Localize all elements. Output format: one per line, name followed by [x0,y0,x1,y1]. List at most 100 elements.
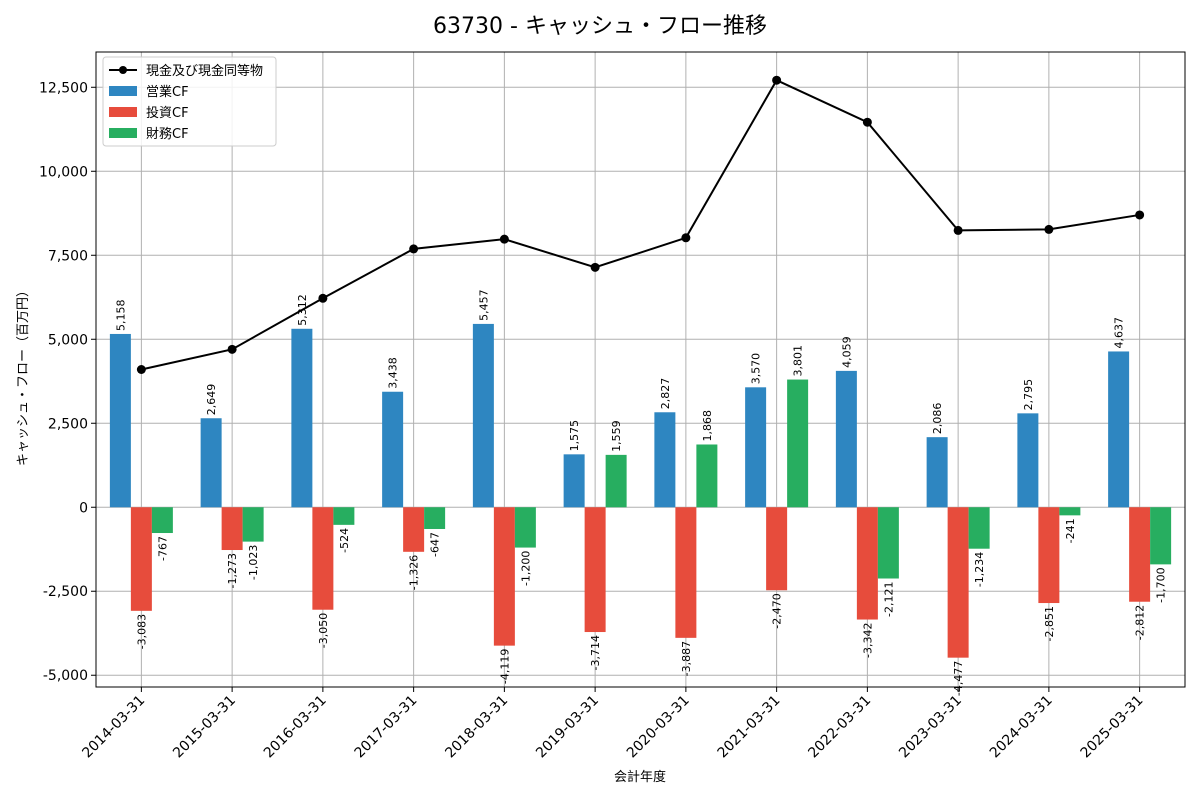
data-label: 4,637 [1113,317,1126,349]
bar [877,507,899,579]
bar [766,507,788,591]
data-label: 3,438 [387,357,400,389]
data-label: 5,158 [114,299,127,331]
bar [514,507,536,548]
legend-box [102,56,277,147]
x-tick-label: 2015-03-31 [170,693,239,762]
bar [109,333,131,508]
x-tick-label: 2022-03-31 [805,693,874,762]
bar [151,507,173,534]
legend-swatch [109,107,137,117]
data-labels: 5,158 2,649 5,312 3,438 5,457 1,575 2,827 3,570… [114,289,1167,696]
chart-title: 63730 - キャッシュ・フロー推移 [433,14,767,39]
bar [1150,507,1172,565]
cash-line-point [136,365,146,374]
bar [654,412,676,508]
data-label: 3,570 [750,353,763,385]
data-label: -647 [429,532,442,557]
x-tick-label: 2018-03-31 [442,693,511,762]
legend-label: 財務CF [146,127,189,142]
data-label: 1,868 [701,410,714,442]
data-label: -2,121 [882,582,895,617]
data-label: -1,023 [247,545,260,580]
data-label: -1,700 [1155,567,1168,602]
cash-line-point [227,344,237,354]
x-tick-label: 2019-03-31 [533,693,602,762]
cash-line-point [953,225,963,235]
y-tick-label: 12,500 [39,80,88,96]
legend-label: 現金及び現金同等物 [146,63,263,79]
bar [584,507,606,633]
x-tick-label: 2017-03-31 [352,693,421,762]
bar [563,454,585,508]
data-label: 2,086 [931,403,944,435]
bar [424,507,446,529]
x-tick-label: 2021-03-31 [715,693,784,762]
cash-line-point [772,75,782,85]
x-tick-label: 2016-03-31 [261,693,330,762]
data-label: -1,326 [408,555,421,590]
y-tick-label: 2,500 [48,416,88,432]
bar [382,391,404,508]
data-label: -3,887 [680,641,693,676]
data-label: -4,119 [498,649,511,684]
bar [835,370,857,508]
y-tick-label: -2,500 [43,584,88,600]
cash-line-point [681,233,691,243]
data-label: -2,470 [771,593,784,628]
cash-line-point [590,262,600,272]
cash-line-path [141,78,1140,371]
cash-line-point [409,244,419,254]
x-tick-label: 2025-03-31 [1078,693,1147,762]
data-label: -2,812 [1134,605,1147,640]
data-label: 1,559 [610,420,623,452]
plot-frame [95,51,1186,688]
bar [968,507,990,549]
x-tick-label: 2023-03-31 [896,693,965,762]
legend-swatch [109,128,137,138]
bar [856,507,878,620]
data-label: -3,050 [317,613,330,648]
data-label: 2,649 [205,384,218,416]
x-axis-ticks: 2014-03-31 2015-03-31 2016-03-31 2017-03-31… [79,687,1146,761]
x-tick-label: 2024-03-31 [987,693,1056,762]
cash-line-point [862,117,872,127]
x-axis-label: 会計年度 [614,769,666,785]
data-label: 5,312 [296,294,309,326]
data-label: 2,795 [1022,379,1035,411]
x-tick-label: 2020-03-31 [624,693,693,762]
data-label: -3,083 [135,614,148,649]
y-tick-label: -5,000 [43,668,88,684]
data-label: -3,342 [861,623,874,658]
data-label: 5,457 [477,289,490,321]
data-label: 3,801 [792,345,805,377]
data-label: -1,273 [226,553,239,588]
bar [333,507,355,525]
legend-label: 営業CF [146,84,189,100]
bar [696,444,718,508]
bar [947,507,969,658]
cash-line-point [499,234,509,244]
x-tick-label: 2014-03-31 [79,693,148,762]
data-label: -1,200 [519,551,532,586]
bar [1129,507,1151,602]
data-label: 2,827 [659,378,672,410]
y-tick-label: 5,000 [48,332,88,348]
bar [926,437,948,508]
data-label: -524 [338,528,351,553]
y-axis-ticks: -5,000 -2,500 0 2,500 5,000 7,500 10,000 12,500 [39,80,96,684]
bar [493,507,515,646]
bar [200,418,222,508]
data-label: 1,575 [568,420,581,452]
cash-line-point [318,293,328,303]
cash-line-point [1135,210,1145,220]
bar [605,454,627,508]
bar [1038,507,1060,604]
bar [472,323,494,508]
bars [109,323,1172,658]
bar [1017,413,1039,508]
bar [242,507,264,542]
data-label: -2,851 [1043,606,1056,641]
cash-line-point [1044,224,1054,234]
